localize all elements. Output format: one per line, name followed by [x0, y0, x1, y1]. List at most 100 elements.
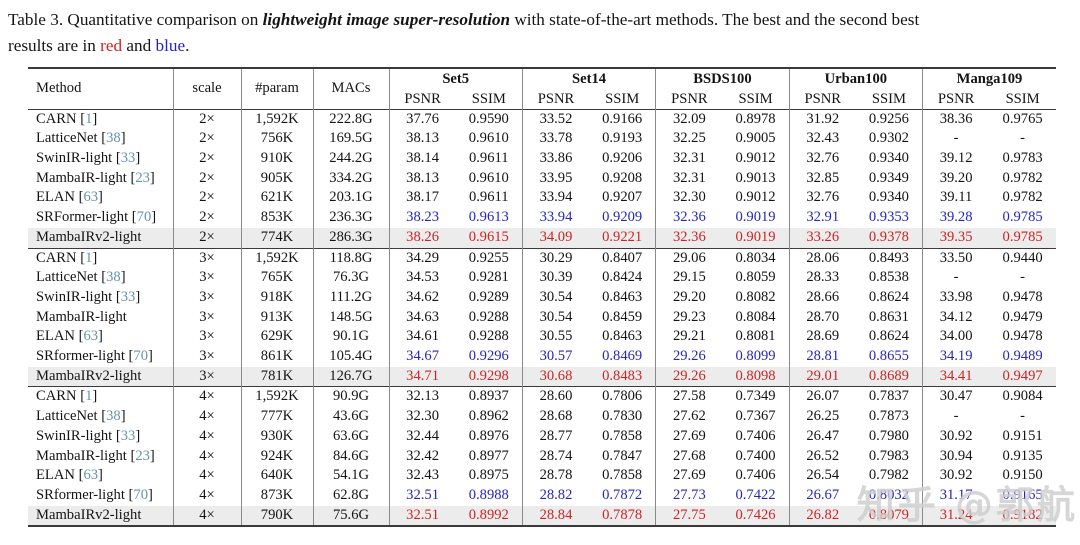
citation-ref[interactable]: 33: [120, 150, 136, 166]
psnr-value: 28.70: [806, 308, 840, 325]
citation-ref[interactable]: 1: [85, 249, 93, 266]
psnr-value: 27.75: [655, 505, 723, 527]
citation-ref[interactable]: 23: [135, 447, 150, 464]
ssim-value: 0.9084: [989, 386, 1056, 408]
ssim-value: 0.9209: [589, 208, 657, 228]
psnr-value: 26.67: [806, 486, 840, 503]
ssim-value: 0.9150: [1002, 467, 1043, 484]
method-cell: LatticeNet [38]: [28, 129, 174, 149]
table-caption: Table 3. Quantitative comparison on ligh…: [0, 0, 1076, 59]
ssim-value: 0.7873: [855, 407, 924, 427]
table-row: SwinIR-light [33] 2× 910K 244.2G 38.14 0.9611…: [28, 149, 1056, 169]
ssim-value: 0.8689: [855, 366, 924, 387]
psnr-value: 26.47: [806, 427, 840, 444]
table-row: MambaIR-light [23] 2× 905K 334.2G 38.13 0.961…: [28, 168, 1056, 189]
param-cell: 781K: [241, 366, 314, 387]
ssim-value: 0.9782: [1002, 189, 1043, 206]
psnr-value: 32.30: [672, 189, 706, 206]
header-ssim: SSIM: [855, 88, 924, 110]
citation-ref[interactable]: 63: [83, 328, 99, 345]
param-cell: 873K: [241, 485, 314, 506]
param-cell: 1,592K: [241, 247, 314, 269]
macs-cell: 236.3G: [313, 208, 390, 228]
ssim-value: 0.7367: [722, 407, 790, 427]
ssim-value: 0.7837: [855, 386, 924, 408]
ssim-value: 0.9208: [589, 168, 657, 189]
ssim-value: 0.9782: [1002, 169, 1043, 186]
ssim-value: 0.9611: [455, 188, 523, 209]
macs-cell: 54.1G: [313, 466, 390, 486]
psnr-value: 30.39: [539, 269, 573, 286]
psnr-value: 30.57: [539, 348, 573, 365]
citation-ref[interactable]: 33: [120, 288, 136, 305]
method-cell: MambaIR-light [23]: [28, 168, 174, 189]
psnr-value: 31.24: [922, 505, 990, 527]
ssim-value: 0.9281: [455, 268, 523, 288]
psnr-value: 30.47: [922, 386, 990, 408]
table-row: SwinIR-light [33] 4× 930K 63.6G 32.44 0.8976 2…: [28, 426, 1056, 447]
psnr-value: 29.23: [672, 308, 706, 325]
citation-ref[interactable]: 38: [106, 130, 121, 147]
param-cell: 1,592K: [241, 109, 314, 130]
ssim-value: 0.7400: [722, 446, 790, 467]
ssim-value: 0.9207: [589, 188, 657, 209]
header-psnr: PSNR: [937, 90, 975, 107]
psnr-value: 34.71: [389, 366, 456, 387]
ssim-value: 0.7406: [722, 466, 790, 486]
caption-and: and: [122, 35, 156, 55]
citation-ref[interactable]: 63: [83, 467, 99, 484]
scale-cell: 2×: [173, 188, 242, 209]
ssim-value: 0.7982: [855, 466, 924, 486]
citation-ref[interactable]: 38: [106, 408, 121, 425]
ssim-value: 0.8483: [589, 366, 657, 387]
ssim-value: 0.9256: [855, 109, 924, 130]
ssim-value: -: [1020, 130, 1026, 147]
psnr-value: 31.92: [806, 110, 840, 127]
psnr-value: 29.06: [655, 247, 723, 269]
psnr-value: 28.60: [522, 386, 590, 408]
citation-ref[interactable]: 1: [85, 388, 93, 405]
ssim-value: 0.8937: [455, 386, 523, 408]
citation-ref[interactable]: 33: [120, 427, 136, 444]
psnr-value: 28.84: [522, 505, 590, 527]
macs-cell: 90.1G: [313, 327, 390, 348]
param-cell: 756K: [241, 129, 314, 149]
citation-ref[interactable]: 70: [133, 486, 148, 503]
macs-cell: 286.3G: [313, 227, 390, 249]
table-header: Method scale #param MACs Set5 Set14 BSDS…: [28, 67, 1056, 110]
psnr-value: 34.41: [922, 366, 990, 387]
ssim-value: -: [1020, 269, 1026, 286]
param-cell: 913K: [241, 307, 314, 328]
table-row: LatticeNet [38] 2× 756K 169.5G 38.13 0.9610 33…: [28, 129, 1056, 149]
ssim-value: 0.9012: [722, 149, 790, 169]
citation-ref[interactable]: 1: [85, 110, 93, 127]
ssim-value: 0.8977: [455, 446, 523, 467]
psnr-value: 27.58: [655, 386, 723, 408]
ssim-value: 0.9221: [589, 227, 657, 249]
citation-ref[interactable]: 23: [135, 169, 150, 186]
citation-ref[interactable]: 38: [106, 269, 121, 286]
citation-ref[interactable]: 63: [83, 189, 99, 206]
psnr-value: 34.61: [406, 328, 440, 345]
psnr-value: 28.77: [539, 427, 573, 444]
scale-cell: 4×: [173, 466, 242, 486]
method-cell: SRformer-light [70]: [28, 485, 174, 506]
ssim-value: 0.9166: [589, 109, 657, 130]
ssim-value: 0.9610: [455, 168, 523, 189]
ssim-value: 0.9012: [722, 188, 790, 209]
psnr-value: 28.74: [539, 447, 573, 464]
header-dataset-set14: Set14: [522, 67, 657, 89]
psnr-value: 38.26: [389, 227, 456, 249]
header-psnr: PSNR: [671, 90, 708, 107]
table-row: MambaIR-light [23] 4× 924K 84.6G 32.42 0.8977…: [28, 446, 1056, 467]
citation-ref[interactable]: 70: [133, 348, 148, 365]
psnr-value: 38.13: [406, 130, 440, 147]
ssim-value: 0.9479: [1002, 308, 1043, 325]
citation-ref[interactable]: 70: [136, 209, 152, 226]
ssim-value: 0.7422: [722, 485, 790, 506]
psnr-value: 32.25: [672, 130, 706, 147]
psnr-value: 32.30: [406, 408, 440, 425]
ssim-value: 0.9785: [1002, 209, 1043, 226]
ssim-value: 0.8081: [722, 327, 790, 348]
scale-cell: 3×: [173, 327, 242, 348]
